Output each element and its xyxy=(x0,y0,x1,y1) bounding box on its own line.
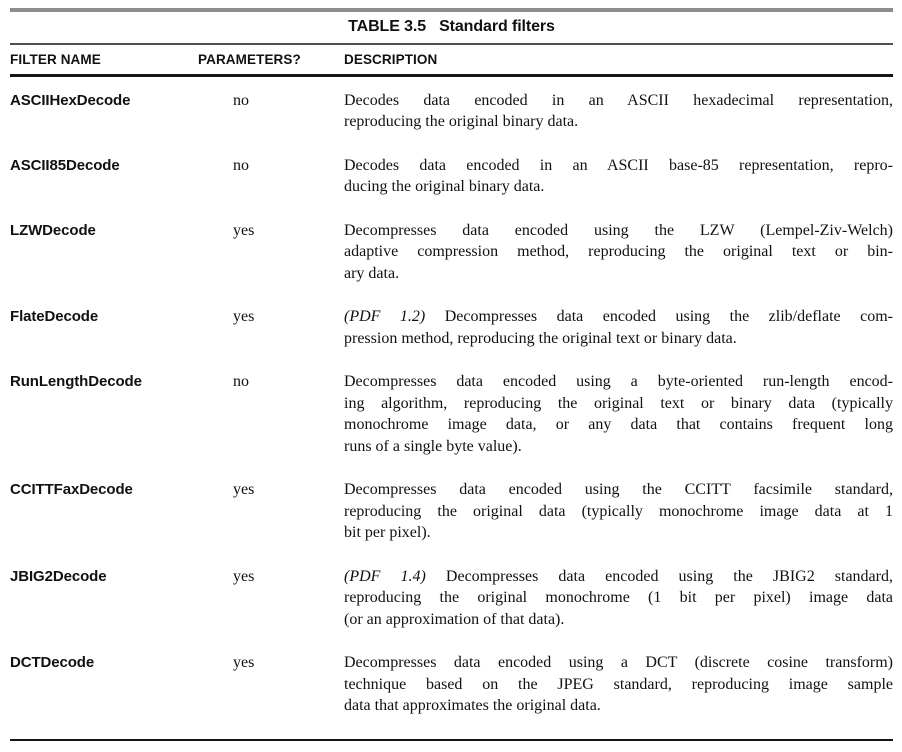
description-line: runs of a single byte value). xyxy=(344,437,522,455)
description-line: (PDF 1.2) Decompresses data encoded usin… xyxy=(344,308,893,325)
parameters-value: no xyxy=(233,91,249,109)
filter-name: LZWDecode xyxy=(10,221,96,239)
description-line: Decodes data encoded in an ASCII base-85… xyxy=(344,156,893,174)
table-row: CCITTFaxDecode yes Decompresses data encod… xyxy=(10,479,893,544)
description-line: reproducing the original binary data. xyxy=(344,113,579,130)
description-line: (PDF 1.4) Decompresses data encoded usin… xyxy=(344,567,893,585)
description: Decompresses data encoded using a DCT (d… xyxy=(344,652,893,717)
table-number-label: TABLE 3.5 xyxy=(348,18,427,35)
title-divider-rule xyxy=(10,42,893,45)
table-title: TABLE 3.5 Standard filters xyxy=(10,12,893,43)
description-line: reproducing the original data (typically… xyxy=(344,502,893,520)
description-line: Decompresses data encoded using the CCIT… xyxy=(344,481,893,498)
description-line: pression method, reproducing the origina… xyxy=(344,329,737,347)
table-row: DCTDecode yes Decompresses data encoded us… xyxy=(10,652,893,717)
table-body: ASCIIHexDecode no Decodes data encoded in … xyxy=(10,77,893,717)
description: Decompresses data encoded using a byte-o… xyxy=(344,371,893,457)
header-divider-rule xyxy=(10,74,893,77)
parameters-value: yes xyxy=(233,654,255,671)
parameters-value: yes xyxy=(233,481,255,498)
description-line: Decompresses data encoded using a byte-o… xyxy=(344,373,893,390)
description-line: Decompresses data encoded using a DCT (d… xyxy=(344,654,893,671)
table-top-rule xyxy=(10,8,893,12)
description-line: ary data. xyxy=(344,264,400,282)
column-header-filter-name: FILTER NAME xyxy=(10,52,101,67)
column-header-description: DESCRIPTION xyxy=(344,52,438,67)
description: (PDF 1.2) Decompresses data encoded usin… xyxy=(344,306,893,349)
filter-name: DCTDecode xyxy=(10,654,95,671)
description-line: ing algorithm, reproducing the original … xyxy=(344,394,893,412)
table-row: RunLengthDecode no Decompresses data encod… xyxy=(10,371,893,457)
parameters-value: no xyxy=(233,156,249,174)
filter-name: ASCII85Decode xyxy=(10,156,120,174)
table-row: JBIG2Decode yes (PDF 1.4) Decompresses dat… xyxy=(10,566,893,631)
pdf-version-note: (PDF 1.2) xyxy=(344,308,426,325)
filter-name: CCITTFaxDecode xyxy=(10,481,133,498)
description-line: monochrome image data, or any data that … xyxy=(344,416,893,433)
description-line: bit per pixel). xyxy=(344,524,431,541)
description-line: data that approximates the original data… xyxy=(344,697,601,714)
table-bottom-rule xyxy=(10,738,893,741)
filter-name: FlateDecode xyxy=(10,308,99,325)
table-row: ASCIIHexDecode no Decodes data encoded in … xyxy=(10,90,893,133)
table-title-text: Standard filters xyxy=(439,18,555,35)
pdf-version-note: (PDF 1.4) xyxy=(344,567,426,585)
table-header-row: FILTER NAME PARAMETERS? DESCRIPTION xyxy=(10,45,893,74)
description-line: technique based on the JPEG standard, re… xyxy=(344,675,893,693)
description-line: reproducing the original monochrome (1 b… xyxy=(344,589,893,606)
description: Decodes data encoded in an ASCII hexadec… xyxy=(344,90,893,133)
filter-name: JBIG2Decode xyxy=(10,567,107,585)
table-row: ASCII85Decode no Decodes data encoded in a… xyxy=(10,155,893,198)
parameters-value: no xyxy=(233,373,249,390)
column-header-parameters: PARAMETERS? xyxy=(198,52,301,67)
parameters-value: yes xyxy=(233,308,255,325)
parameters-value: yes xyxy=(233,567,255,585)
parameters-value: yes xyxy=(233,221,255,239)
filter-name: ASCIIHexDecode xyxy=(10,91,131,109)
table-row: LZWDecode yes Decompresses data encoded us… xyxy=(10,220,893,285)
description-line: Decompresses data encoded using the LZW … xyxy=(344,221,893,239)
description: Decompresses data encoded using the CCIT… xyxy=(344,479,893,544)
description-line: ducing the original binary data. xyxy=(344,178,545,195)
description-line: adaptive compression method, reproducing… xyxy=(344,243,893,260)
description: Decodes data encoded in an ASCII base-85… xyxy=(344,155,893,198)
description-line: (or an approximation of that data). xyxy=(344,610,565,628)
table-row: FlateDecode yes (PDF 1.2) Decompresses dat… xyxy=(10,306,893,349)
description: (PDF 1.4) Decompresses data encoded usin… xyxy=(344,566,893,631)
description-line: Decodes data encoded in an ASCII hexadec… xyxy=(344,91,893,109)
filter-name: RunLengthDecode xyxy=(10,373,142,390)
description: Decompresses data encoded using the LZW … xyxy=(344,220,893,285)
